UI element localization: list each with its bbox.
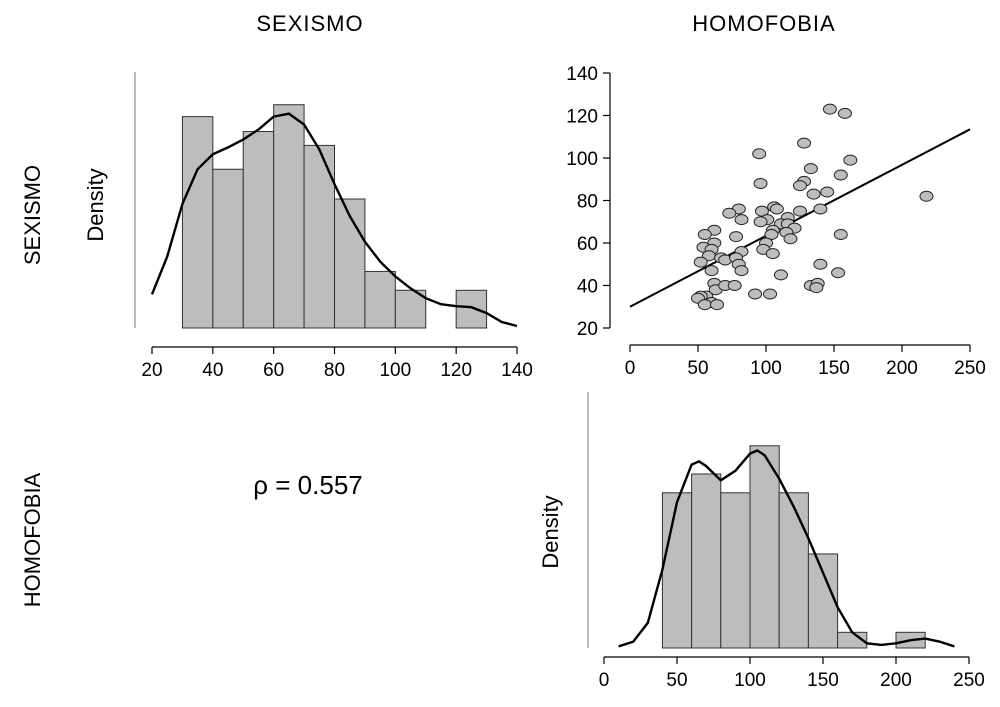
scatter-point xyxy=(793,180,807,192)
x-tick-label: 20 xyxy=(141,360,162,381)
scatter-point xyxy=(710,299,725,311)
x-tick-label: 60 xyxy=(263,360,284,381)
scatter-point xyxy=(843,154,858,166)
scatter-point xyxy=(697,299,712,311)
y-tick-label: 20 xyxy=(577,319,598,340)
scatter-point xyxy=(753,178,768,189)
x-tick-label: 200 xyxy=(886,358,918,379)
histogram-bar xyxy=(691,473,722,649)
scatter-point xyxy=(754,205,769,217)
histogram-homofobia-panel: Density 0 50 100 150 200 250 xyxy=(538,392,985,691)
histogram-bar xyxy=(455,289,488,329)
scatter-point xyxy=(748,288,763,300)
scatter-point xyxy=(764,229,779,240)
x-tick-label: 150 xyxy=(818,358,850,379)
y-tick-label: 140 xyxy=(566,64,598,85)
histogram-bar xyxy=(242,131,275,329)
y-tick-label: 120 xyxy=(566,107,598,128)
x-tick-label: 50 xyxy=(666,670,687,691)
scatter-point xyxy=(919,190,934,202)
histogram-bar xyxy=(807,553,839,649)
x-tick-label: 100 xyxy=(734,670,766,691)
density-curve xyxy=(618,449,955,648)
y-tick-label: 60 xyxy=(577,234,598,255)
x-tick-label: 200 xyxy=(880,670,912,691)
scatter-point xyxy=(693,256,708,268)
density-axis-label: Density xyxy=(83,168,108,241)
scatter-point xyxy=(831,267,846,279)
column-title-homofobia: HOMOFOBIA xyxy=(692,11,835,36)
scatter-point xyxy=(793,205,807,217)
scatter-point xyxy=(769,203,784,215)
x-tick-label: 100 xyxy=(750,358,782,379)
scatter-point xyxy=(783,233,798,245)
scatter-point xyxy=(809,282,824,294)
scatter-point xyxy=(734,265,749,277)
x-tick-label: 50 xyxy=(687,358,708,379)
histogram-bar xyxy=(394,289,427,329)
scatter-point xyxy=(773,269,788,281)
correlation-label: ρ = 0.557 xyxy=(253,470,362,500)
histogram-sexismo-panel: Density 20 40 60 80 100 120 140 xyxy=(83,72,533,381)
y-tick-label: 80 xyxy=(577,192,598,213)
scatter-point xyxy=(833,229,848,240)
x-tick-label: 80 xyxy=(324,360,345,381)
x-tick-label: 0 xyxy=(625,358,636,379)
scatter-point xyxy=(734,214,749,226)
regression-line xyxy=(629,128,971,308)
histogram-bar xyxy=(720,492,751,649)
column-title-sexismo: SEXISMO xyxy=(256,11,363,36)
scatter-point xyxy=(806,188,821,200)
histogram-bar xyxy=(212,168,244,329)
scatter-point xyxy=(797,137,812,149)
x-tick-label: 40 xyxy=(202,360,223,381)
scatter-point xyxy=(752,148,767,160)
row-title-homofobia: HOMOFOBIA xyxy=(20,472,45,607)
scatter-point xyxy=(704,265,719,277)
y-tick-label: 40 xyxy=(577,277,598,298)
density-axis-label: Density xyxy=(538,495,563,568)
histogram-bar xyxy=(273,104,305,329)
x-tick-label: 150 xyxy=(807,670,839,691)
scatter-point xyxy=(753,216,768,228)
scatter-point xyxy=(822,103,837,115)
histogram-bar xyxy=(364,270,396,329)
y-tick-label: 100 xyxy=(566,149,598,170)
scatter-point xyxy=(833,169,848,181)
histogram-bar xyxy=(778,492,809,649)
row-title-sexismo: SEXISMO xyxy=(20,165,45,265)
scatter-point xyxy=(813,203,828,215)
histogram-bar xyxy=(303,144,336,329)
histogram-bar xyxy=(181,116,214,329)
x-tick-label: 250 xyxy=(954,358,986,379)
histogram-bar xyxy=(334,198,366,329)
scatter-point xyxy=(697,229,712,240)
scatter-point xyxy=(803,163,818,175)
scatter-point xyxy=(729,231,744,243)
histogram-bar xyxy=(661,492,693,649)
scatter-point xyxy=(837,107,852,119)
scatter-panel: 20 40 60 80 100 120 140 0 50 100 150 200 250 xyxy=(566,64,986,379)
x-tick-label: 250 xyxy=(953,670,985,691)
density-curve xyxy=(150,112,518,328)
histogram-bar xyxy=(749,445,780,649)
x-tick-label: 140 xyxy=(501,360,533,381)
scatter-point xyxy=(763,288,778,300)
scatter-point xyxy=(722,207,737,219)
x-tick-label: 120 xyxy=(440,360,472,381)
scatter-point xyxy=(727,280,742,291)
scatter-point xyxy=(765,248,780,260)
scatter-point xyxy=(820,186,835,198)
x-tick-label: 0 xyxy=(599,670,610,691)
x-tick-label: 100 xyxy=(379,360,411,381)
scatter-point xyxy=(813,258,828,270)
